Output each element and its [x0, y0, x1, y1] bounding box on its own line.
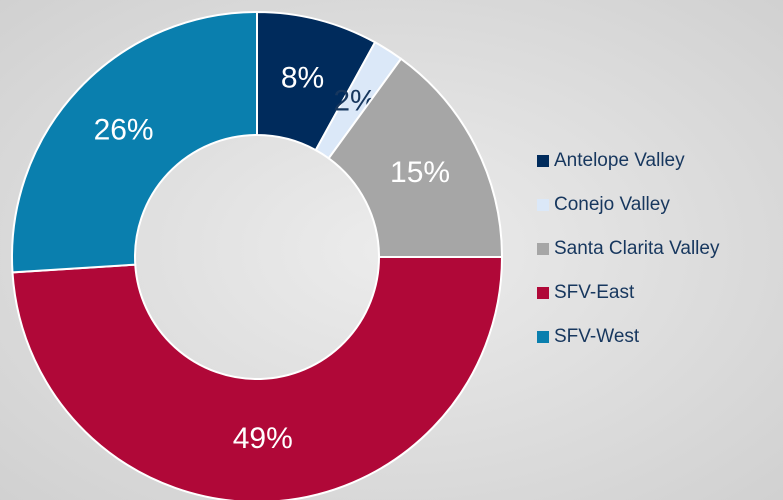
slice-label: 26%	[94, 114, 154, 147]
legend-swatch	[537, 155, 549, 167]
legend-swatch	[537, 287, 549, 299]
legend-label: Conejo Valley	[554, 194, 670, 215]
legend-label: Antelope Valley	[554, 150, 685, 171]
legend-label: Santa Clarita Valley	[554, 238, 720, 259]
donut-slice	[11, 256, 504, 500]
slice-label: 15%	[390, 156, 450, 189]
legend-swatch	[537, 199, 549, 211]
slice-label: 8%	[281, 62, 324, 95]
slice-label: 49%	[233, 422, 293, 455]
donut-slice	[327, 57, 504, 258]
legend-label: SFV-West	[554, 326, 640, 347]
legend-swatch	[537, 243, 549, 255]
donut-slice	[11, 10, 258, 274]
legend-swatch	[537, 331, 549, 343]
legend-label: SFV-East	[554, 282, 635, 303]
